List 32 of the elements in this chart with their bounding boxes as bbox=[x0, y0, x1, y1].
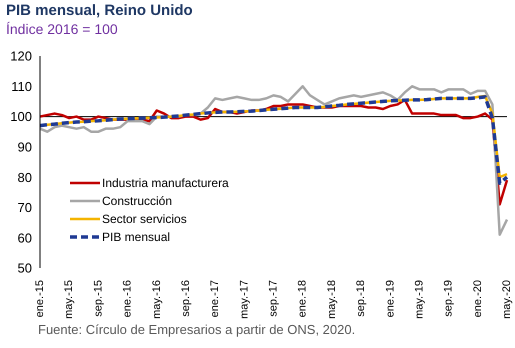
x-tick-label: may.-16 bbox=[150, 280, 163, 319]
x-tick-label: sep.-19 bbox=[442, 280, 455, 317]
legend-label: Construcción bbox=[102, 194, 172, 208]
x-tick-label: may.-20 bbox=[501, 280, 513, 319]
x-tick-label: may.-18 bbox=[326, 280, 338, 319]
y-tick-label: 100 bbox=[10, 109, 32, 124]
x-tick-label: ene.-16 bbox=[122, 280, 134, 318]
legend-label: Sector servicios bbox=[102, 212, 187, 226]
y-tick-label: 80 bbox=[18, 170, 32, 185]
x-tick-label: sep.-17 bbox=[268, 280, 280, 317]
legend-label: Industria manufacturera bbox=[102, 176, 229, 190]
y-tick-label: 70 bbox=[18, 200, 32, 216]
x-tick-label: may.-17 bbox=[238, 280, 250, 319]
x-tick-label: may.-19 bbox=[413, 280, 426, 319]
x-tick-label: may.-15 bbox=[63, 280, 76, 319]
legend-label: PIB mensual bbox=[102, 230, 170, 244]
x-tick-label: ene.-18 bbox=[296, 280, 309, 318]
x-tick-label: sep.-15 bbox=[92, 280, 104, 317]
y-tick-label: 120 bbox=[10, 48, 32, 64]
x-tick-label: ene.-17 bbox=[209, 280, 222, 318]
x-tick-label: ene.-19 bbox=[384, 280, 396, 318]
y-tick-label: 90 bbox=[18, 139, 32, 154]
x-tick-label: ene.-20 bbox=[472, 280, 484, 318]
x-tick-label: ene.-15 bbox=[34, 280, 46, 318]
x-tick-label: sep.-16 bbox=[180, 280, 192, 317]
chart-title: PIB mensual, Reino Unido bbox=[6, 2, 193, 19]
source-note: Fuente: Círculo de Empresarios a partir de ONS, 2020. bbox=[38, 322, 356, 337]
y-tick-label: 110 bbox=[11, 78, 32, 94]
x-tick-label: sep.-18 bbox=[355, 280, 368, 317]
y-tick-label: 60 bbox=[18, 230, 32, 246]
y-tick-label: 50 bbox=[18, 260, 32, 276]
chart-subtitle: Índice 2016 = 100 bbox=[6, 21, 118, 37]
